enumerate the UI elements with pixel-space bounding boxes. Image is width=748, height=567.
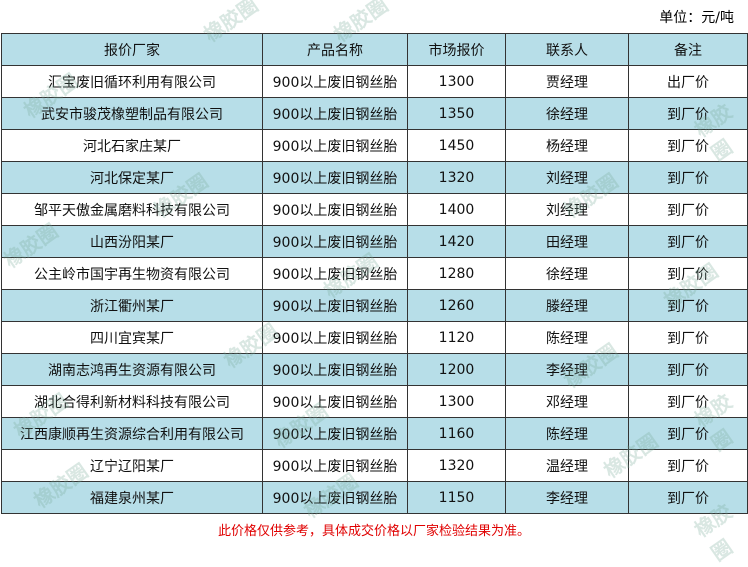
table-row: 汇宝废旧循环利用有限公司 900以上废旧钢丝胎 1300 贾经理 出厂价: [1, 65, 748, 98]
table-cell: 1150: [407, 481, 506, 514]
table-cell: 1350: [407, 97, 506, 130]
table-cell: 到厂价: [628, 129, 748, 162]
table-cell: 到厂价: [628, 97, 748, 130]
table-row: 山西汾阳某厂 900以上废旧钢丝胎 1420 田经理 到厂价: [1, 225, 748, 258]
table-cell: 1300: [407, 385, 506, 418]
table-cell: 900以上废旧钢丝胎: [262, 161, 408, 194]
table-cell: 到厂价: [628, 161, 748, 194]
table-cell: 1280: [407, 257, 506, 290]
table-cell: 900以上废旧钢丝胎: [262, 417, 408, 450]
table-cell: 到厂价: [628, 321, 748, 354]
table-cell: 到厂价: [628, 417, 748, 450]
table-cell: 到厂价: [628, 449, 748, 482]
table-row: 江西康顺再生资源综合利用有限公司 900以上废旧钢丝胎 1160 陈经理 到厂价: [1, 417, 748, 450]
table-cell: 900以上废旧钢丝胎: [262, 289, 408, 322]
table-cell: 刘经理: [505, 161, 629, 194]
table-cell: 河北石家庄某厂: [1, 129, 263, 162]
table-cell: 900以上废旧钢丝胎: [262, 481, 408, 514]
table-row: 辽宁辽阳某厂 900以上废旧钢丝胎 1320 温经理 到厂价: [1, 449, 748, 482]
table-cell: 邓经理: [505, 385, 629, 418]
table-cell: 贾经理: [505, 65, 629, 98]
table-row: 福建泉州某厂 900以上废旧钢丝胎 1150 李经理 到厂价: [1, 481, 748, 514]
table-cell: 湖北合得利新材料科技有限公司: [1, 385, 263, 418]
table-cell: 辽宁辽阳某厂: [1, 449, 263, 482]
table-cell: 900以上废旧钢丝胎: [262, 225, 408, 258]
table-cell: 1160: [407, 417, 506, 450]
table-cell: 出厂价: [628, 65, 748, 98]
table-cell: 900以上废旧钢丝胎: [262, 449, 408, 482]
table-cell: 刘经理: [505, 193, 629, 226]
table-cell: 武安市骏茂橡塑制品有限公司: [1, 97, 263, 130]
table-row: 四川宜宾某厂 900以上废旧钢丝胎 1120 陈经理 到厂价: [1, 321, 748, 354]
table-cell: 900以上废旧钢丝胎: [262, 321, 408, 354]
table-cell: 900以上废旧钢丝胎: [262, 129, 408, 162]
table-cell: 河北保定某厂: [1, 161, 263, 194]
table-row: 河北石家庄某厂 900以上废旧钢丝胎 1450 杨经理 到厂价: [1, 129, 748, 162]
table-cell: 到厂价: [628, 385, 748, 418]
header-row: 报价厂家 产品名称 市场报价 联系人 备注: [1, 33, 748, 66]
table-row: 浙江衢州某厂 900以上废旧钢丝胎 1260 滕经理 到厂价: [1, 289, 748, 322]
table-cell: 杨经理: [505, 129, 629, 162]
table-cell: 温经理: [505, 449, 629, 482]
table-cell: 1400: [407, 193, 506, 226]
table-cell: 徐经理: [505, 97, 629, 130]
table-cell: 湖南志鸿再生资源有限公司: [1, 353, 263, 386]
table-cell: 江西康顺再生资源综合利用有限公司: [1, 417, 263, 450]
table-cell: 1450: [407, 129, 506, 162]
table-cell: 1300: [407, 65, 506, 98]
header-cell: 市场报价: [407, 33, 506, 66]
table-cell: 邹平天傲金属磨料科技有限公司: [1, 193, 263, 226]
table-cell: 900以上废旧钢丝胎: [262, 353, 408, 386]
table-cell: 到厂价: [628, 257, 748, 290]
table-cell: 900以上废旧钢丝胎: [262, 193, 408, 226]
table-cell: 到厂价: [628, 481, 748, 514]
table-cell: 到厂价: [628, 353, 748, 386]
table-row: 武安市骏茂橡塑制品有限公司 900以上废旧钢丝胎 1350 徐经理 到厂价: [1, 97, 748, 130]
header-cell: 备注: [628, 33, 748, 66]
table-cell: 汇宝废旧循环利用有限公司: [1, 65, 263, 98]
table-body: 汇宝废旧循环利用有限公司 900以上废旧钢丝胎 1300 贾经理 出厂价 武安市骏茂橡塑制…: [1, 65, 748, 514]
table-cell: 到厂价: [628, 289, 748, 322]
table-cell: 1320: [407, 161, 506, 194]
header-cell: 联系人: [505, 33, 629, 66]
table-cell: 到厂价: [628, 193, 748, 226]
footnote: 此价格仅供参考，具体成交价格以厂家检验结果为准。: [217, 524, 530, 539]
table-cell: 到厂价: [628, 225, 748, 258]
table-cell: 山西汾阳某厂: [1, 225, 263, 258]
table-cell: 四川宜宾某厂: [1, 321, 263, 354]
table-cell: 900以上废旧钢丝胎: [262, 65, 408, 98]
table-cell: 李经理: [505, 481, 629, 514]
table-row: 湖南志鸿再生资源有限公司 900以上废旧钢丝胎 1200 李经理 到厂价: [1, 353, 748, 386]
table-cell: 公主岭市国宇再生物资有限公司: [1, 257, 263, 290]
table-cell: 1260: [407, 289, 506, 322]
table-cell: 1200: [407, 353, 506, 386]
table-cell: 900以上废旧钢丝胎: [262, 257, 408, 290]
table-cell: 陈经理: [505, 417, 629, 450]
header-cell: 产品名称: [262, 33, 408, 66]
table-row: 河北保定某厂 900以上废旧钢丝胎 1320 刘经理 到厂价: [1, 161, 748, 194]
table-cell: 李经理: [505, 353, 629, 386]
table-cell: 浙江衢州某厂: [1, 289, 263, 322]
table-cell: 滕经理: [505, 289, 629, 322]
table-cell: 徐经理: [505, 257, 629, 290]
price-table: 报价厂家 产品名称 市场报价 联系人 备注 汇宝废旧循环利用有限公司 900以上废旧钢丝胎…: [1, 33, 748, 514]
table-row: 公主岭市国宇再生物资有限公司 900以上废旧钢丝胎 1280 徐经理 到厂价: [1, 257, 748, 290]
table-cell: 900以上废旧钢丝胎: [262, 385, 408, 418]
table-row: 邹平天傲金属磨料科技有限公司 900以上废旧钢丝胎 1400 刘经理 到厂价: [1, 193, 748, 226]
table-row: 湖北合得利新材料科技有限公司 900以上废旧钢丝胎 1300 邓经理 到厂价: [1, 385, 748, 418]
unit-label: 单位：元/吨: [659, 10, 734, 26]
table-cell: 福建泉州某厂: [1, 481, 263, 514]
table-cell: 1420: [407, 225, 506, 258]
table-cell: 田经理: [505, 225, 629, 258]
table-cell: 陈经理: [505, 321, 629, 354]
header-cell: 报价厂家: [1, 33, 263, 66]
table-cell: 1120: [407, 321, 506, 354]
table-cell: 1320: [407, 449, 506, 482]
table-cell: 900以上废旧钢丝胎: [262, 97, 408, 130]
